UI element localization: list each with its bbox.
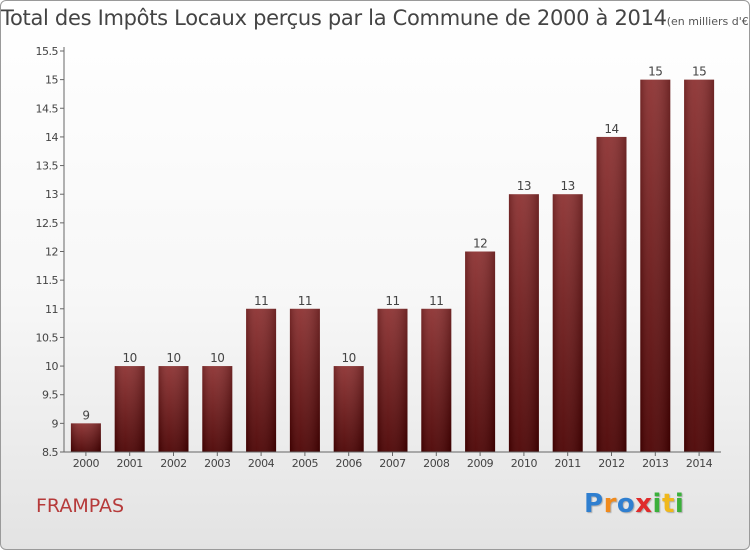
y-tick-label: 12 bbox=[45, 246, 58, 259]
y-tick-label: 13 bbox=[45, 188, 58, 201]
y-tick-label: 15 bbox=[45, 74, 58, 87]
y-tick-label: 13.5 bbox=[36, 160, 59, 173]
proxiti-logo: Proxiti bbox=[584, 489, 684, 519]
y-tick-label: 9 bbox=[52, 417, 59, 430]
x-tick-label: 2003 bbox=[204, 457, 231, 470]
data-label: 10 bbox=[166, 351, 180, 365]
title-text: Total des Impôts Locaux perçus par la Co… bbox=[1, 6, 667, 30]
data-label: 15 bbox=[648, 65, 662, 79]
y-tick-label: 11.5 bbox=[36, 274, 59, 287]
y-tick-label: 12.5 bbox=[36, 217, 59, 230]
y-tick-label: 14.5 bbox=[36, 102, 59, 115]
y-tick-label: 15.5 bbox=[36, 45, 59, 58]
bar-shade bbox=[202, 366, 233, 452]
x-tick-label: 2014 bbox=[686, 457, 713, 470]
x-tick-label: 2001 bbox=[116, 457, 142, 470]
y-tick-label: 10.5 bbox=[36, 331, 59, 344]
bar-shade bbox=[508, 194, 539, 452]
x-tick-label: 2010 bbox=[511, 457, 538, 470]
commune-name: FRAMPAS bbox=[36, 495, 125, 517]
data-label: 11 bbox=[254, 294, 268, 308]
bar-shade bbox=[158, 366, 189, 452]
x-tick-label: 2002 bbox=[160, 457, 186, 470]
x-tick-label: 2004 bbox=[248, 457, 275, 470]
data-label: 11 bbox=[385, 294, 399, 308]
data-label: 10 bbox=[210, 351, 224, 365]
data-label: 13 bbox=[517, 179, 531, 193]
bar-shade bbox=[421, 308, 452, 452]
logo-letter: P bbox=[584, 489, 604, 519]
y-tick-label: 14 bbox=[45, 131, 58, 144]
y-tick-label: 9.5 bbox=[42, 389, 58, 402]
logo-letter: r bbox=[603, 489, 617, 519]
logo-letter: x bbox=[635, 489, 653, 519]
logo-letter: o bbox=[616, 489, 636, 519]
data-label: 10 bbox=[342, 351, 356, 365]
data-label: 15 bbox=[692, 65, 706, 79]
title-unit: (en milliers d'€) bbox=[666, 15, 750, 28]
x-tick-label: 2007 bbox=[379, 457, 406, 470]
x-tick-label: 2006 bbox=[335, 457, 362, 470]
logo-letter: t bbox=[661, 489, 675, 519]
bar-shade bbox=[377, 308, 408, 452]
data-label: 11 bbox=[298, 294, 312, 308]
bar-shade bbox=[465, 251, 496, 452]
data-label: 9 bbox=[82, 408, 89, 422]
x-tick-label: 2008 bbox=[423, 457, 450, 470]
logo-letter: i bbox=[652, 489, 662, 519]
y-axis: 8.5 9 9.5 10 10.5 11 11.5 12 12.5 13 13.5 14 14.5 15 1… bbox=[36, 45, 65, 459]
bars: 9 10 10 10 11 11 10 11 11 12 13 13 14 15 15 bbox=[70, 65, 715, 453]
y-tick-label: 11 bbox=[45, 303, 58, 316]
x-tick-label: 2005 bbox=[292, 457, 319, 470]
bar-shade bbox=[333, 366, 364, 452]
x-tick-label: 2012 bbox=[598, 457, 624, 470]
chart-title: Total des Impôts Locaux perçus par la Co… bbox=[1, 6, 750, 30]
bar-shade bbox=[640, 79, 671, 453]
data-label: 12 bbox=[473, 237, 487, 251]
x-tick-label: 2009 bbox=[467, 457, 494, 470]
y-tick-label: 10 bbox=[45, 360, 58, 373]
bar-shade bbox=[684, 79, 715, 453]
bar-shade bbox=[70, 423, 101, 452]
bar-shade bbox=[114, 366, 145, 452]
data-label: 13 bbox=[561, 179, 575, 193]
bar-shade bbox=[246, 308, 277, 452]
bar-shade bbox=[289, 308, 320, 452]
x-tick-label: 2013 bbox=[642, 457, 669, 470]
x-tick-label: 2000 bbox=[73, 457, 100, 470]
logo-letter: i bbox=[674, 489, 685, 519]
x-axis: 2000 2001 2002 2003 2004 2005 2006 2007 2008 2009… bbox=[64, 451, 721, 470]
y-tick-label: 8.5 bbox=[42, 446, 58, 459]
data-label: 10 bbox=[123, 351, 137, 365]
data-label: 14 bbox=[604, 122, 618, 136]
bar-shade bbox=[596, 136, 627, 452]
x-tick-label: 2011 bbox=[554, 457, 580, 470]
bar-shade bbox=[552, 194, 583, 452]
data-label: 11 bbox=[429, 294, 443, 308]
